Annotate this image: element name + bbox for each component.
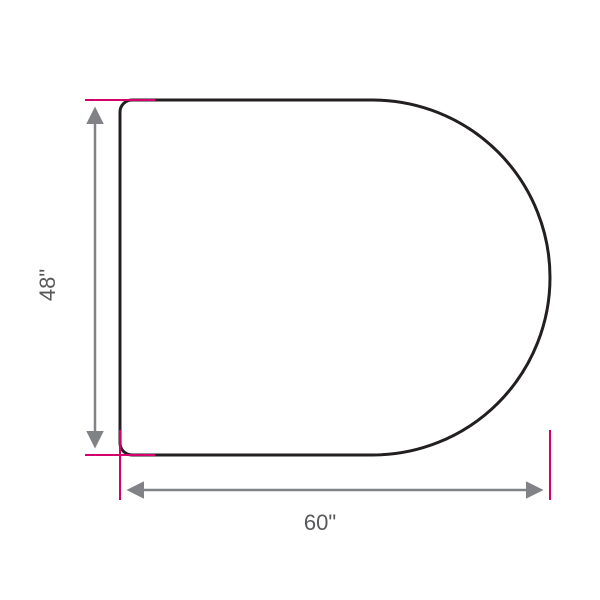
vertical-dimension-label: 48": [35, 269, 60, 301]
horizontal-dimension-label: 60": [304, 510, 336, 535]
d-shape-outline: [120, 100, 550, 455]
